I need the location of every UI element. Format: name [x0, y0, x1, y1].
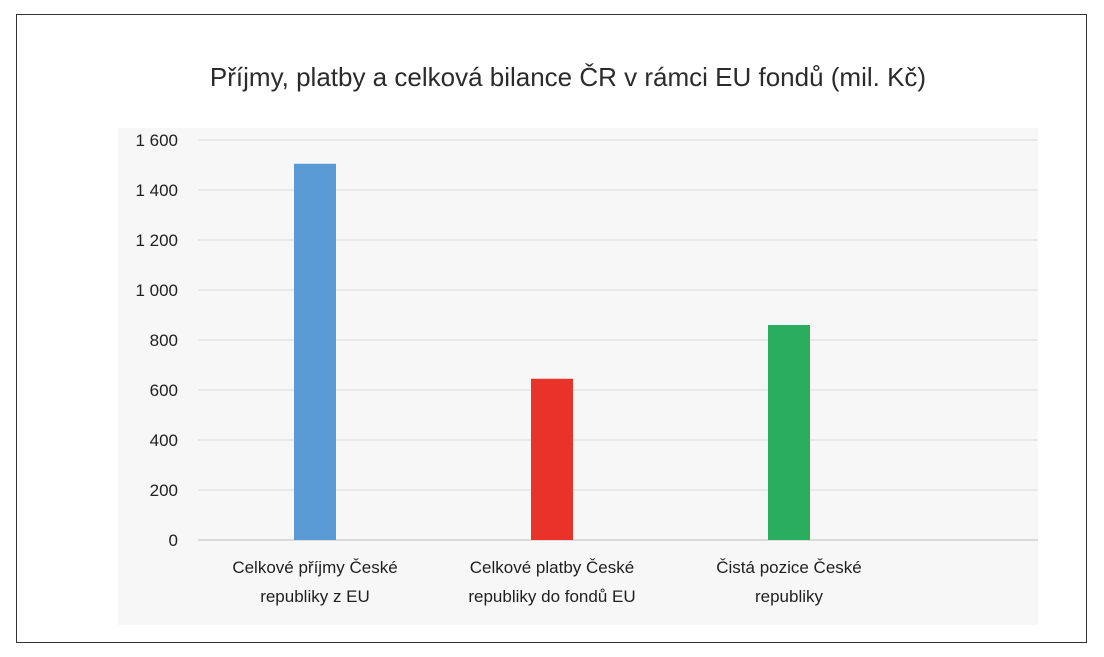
y-tick-label: 0 [169, 531, 178, 550]
y-tick-label: 600 [150, 381, 178, 400]
y-tick-label: 200 [150, 481, 178, 500]
y-tick-label: 1 600 [135, 131, 178, 150]
x-category-label: republiky do fondů EU [468, 587, 635, 606]
y-tick-label: 1 000 [135, 281, 178, 300]
y-tick-label: 400 [150, 431, 178, 450]
x-category-label: Čistá pozice České [716, 558, 862, 577]
chart-background [118, 128, 1038, 625]
y-tick-label: 1 400 [135, 181, 178, 200]
bar-2 [531, 378, 573, 540]
bar-1 [294, 163, 336, 540]
bar-3 [768, 325, 810, 540]
x-category-label: Celkové příjmy České [232, 558, 397, 577]
y-axis-ticks: 0 200 400 600 800 1 000 1 200 1 400 1 600 [135, 131, 178, 550]
chart-title: Příjmy, platby a celková bilance ČR v rá… [210, 62, 926, 92]
gridlines [198, 139, 1038, 541]
bars [294, 163, 810, 540]
y-tick-label: 800 [150, 331, 178, 350]
x-category-label: republiky z EU [260, 587, 370, 606]
x-category-label: Celkové platby České [470, 558, 634, 577]
x-category-label: republiky [755, 587, 824, 606]
y-tick-label: 1 200 [135, 231, 178, 250]
x-axis-categories: Celkové příjmy České republiky z EU Celkov… [232, 558, 861, 606]
